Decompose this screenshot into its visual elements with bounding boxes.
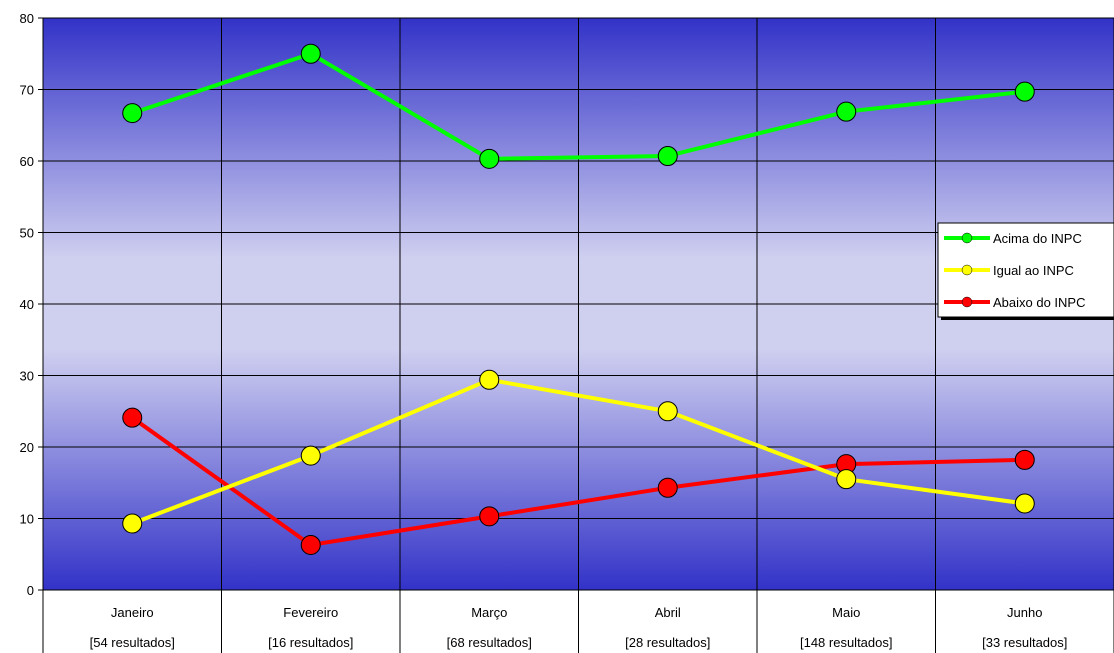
- y-tick-label: 10: [20, 512, 34, 527]
- data-point: [657, 401, 678, 422]
- legend-label: Igual ao INPC: [993, 263, 1074, 278]
- y-tick-label: 70: [20, 83, 34, 98]
- x-category-label: Fevereiro: [283, 605, 338, 620]
- data-point: [479, 369, 500, 390]
- data-point: [1014, 81, 1035, 102]
- x-category-sublabel: [68 resultados]: [447, 635, 532, 650]
- legend-label: Acima do INPC: [993, 231, 1082, 246]
- x-category-sublabel: [148 resultados]: [800, 635, 893, 650]
- y-tick-label: 80: [20, 11, 34, 26]
- legend-marker: [961, 296, 973, 308]
- data-point: [122, 103, 143, 124]
- x-category-label: Abril: [655, 605, 681, 620]
- y-tick-label: 40: [20, 297, 34, 312]
- series-lines: [122, 43, 1035, 555]
- data-point: [1014, 449, 1035, 470]
- x-category-sublabel: [33 resultados]: [982, 635, 1067, 650]
- y-tick-label: 30: [20, 369, 34, 384]
- data-point: [836, 101, 857, 122]
- data-point: [479, 148, 500, 169]
- data-point: [300, 445, 321, 466]
- x-category-sublabel: [54 resultados]: [90, 635, 175, 650]
- data-point: [657, 477, 678, 498]
- data-point: [836, 469, 857, 490]
- y-tick-label: 60: [20, 154, 34, 169]
- x-category-sublabel: [16 resultados]: [268, 635, 353, 650]
- x-category-label: Junho: [1007, 605, 1042, 620]
- x-category-sublabel: [28 resultados]: [625, 635, 710, 650]
- series-line: [131, 377, 1026, 526]
- data-point: [300, 534, 321, 555]
- series-line: [131, 51, 1025, 161]
- data-point: [657, 145, 678, 166]
- x-category-label: Maio: [832, 605, 860, 620]
- series-line: [131, 416, 1025, 547]
- y-tick-label: 50: [20, 226, 34, 241]
- legend-marker: [961, 264, 973, 276]
- data-point: [1014, 493, 1035, 514]
- legend-marker: [961, 232, 973, 244]
- data-point: [300, 43, 321, 64]
- data-point: [479, 506, 500, 527]
- data-point: [122, 407, 143, 428]
- y-axis: 0 10 20 30 40 50 60 70 80: [20, 11, 44, 598]
- legend-label: Abaixo do INPC: [993, 295, 1086, 310]
- x-category-label: Janeiro: [111, 605, 154, 620]
- y-tick-label: 20: [20, 440, 34, 455]
- x-category-label: Março: [471, 605, 507, 620]
- legend: Acima do INPC Igual ao INPC Abaixo do INPC: [937, 222, 1114, 320]
- y-tick-label: 0: [27, 583, 34, 598]
- data-point: [122, 513, 143, 534]
- x-axis: Janeiro [54 resultados] Fevereiro [16 resul…: [43, 589, 1114, 650]
